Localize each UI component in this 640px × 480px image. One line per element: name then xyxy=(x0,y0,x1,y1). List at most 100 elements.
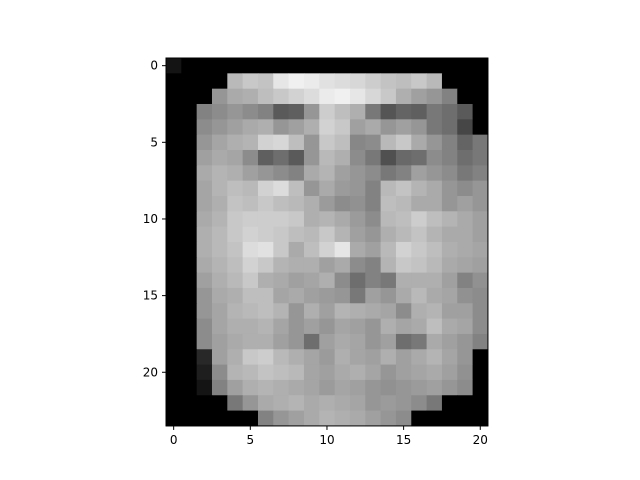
heatmap-cell xyxy=(288,226,305,243)
heatmap-cell xyxy=(334,88,351,105)
heatmap-cell xyxy=(472,318,489,335)
heatmap-cell xyxy=(457,364,473,381)
heatmap-cell xyxy=(411,103,428,120)
heatmap-cell xyxy=(426,103,443,120)
heatmap-cell xyxy=(457,349,473,365)
heatmap-cell xyxy=(472,303,489,320)
heatmap-cell xyxy=(273,303,290,320)
heatmap-cell xyxy=(242,180,259,197)
heatmap-cell xyxy=(365,226,382,243)
heatmap-cell xyxy=(257,211,274,228)
heatmap-cell xyxy=(288,287,305,304)
heatmap-cell xyxy=(257,103,274,120)
heatmap-cell xyxy=(472,180,489,197)
heatmap-cell xyxy=(472,333,489,350)
heatmap-cell xyxy=(273,119,290,136)
heatmap-cell xyxy=(303,318,320,335)
heatmap-cell xyxy=(227,134,244,151)
heatmap-cell xyxy=(395,349,412,365)
heatmap-cell xyxy=(273,395,290,411)
heatmap-cell xyxy=(242,58,259,74)
heatmap-cell xyxy=(303,211,320,228)
heatmap-cell xyxy=(257,165,274,182)
heatmap-cell xyxy=(257,395,274,411)
heatmap-cell xyxy=(411,211,428,228)
heatmap-cell xyxy=(181,103,198,120)
heatmap-cell xyxy=(319,241,336,258)
heatmap-cell xyxy=(303,226,320,243)
heatmap-cell xyxy=(319,379,336,396)
heatmap-cell xyxy=(441,88,458,105)
heatmap-cell xyxy=(457,379,473,396)
y-tick-label: 10 xyxy=(143,212,158,226)
heatmap-cell xyxy=(196,58,213,74)
heatmap-cell xyxy=(288,211,305,228)
heatmap-cell xyxy=(288,134,305,151)
heatmap-cell xyxy=(166,58,182,74)
heatmap-cell xyxy=(395,318,412,335)
heatmap-cell xyxy=(349,88,366,105)
heatmap-cell xyxy=(288,149,305,166)
heatmap-cell xyxy=(380,364,397,381)
heatmap-cell xyxy=(411,333,428,350)
heatmap-cell xyxy=(273,287,290,304)
heatmap-cell xyxy=(334,410,351,427)
heatmap-cell xyxy=(196,364,213,381)
heatmap-cell xyxy=(426,119,443,136)
heatmap-cell xyxy=(472,195,489,212)
heatmap-cell xyxy=(288,119,305,136)
heatmap-cell xyxy=(365,272,382,289)
heatmap-cell xyxy=(457,134,473,151)
heatmap-cell xyxy=(411,349,428,365)
heatmap-cell xyxy=(426,88,443,105)
heatmap-cell xyxy=(426,379,443,396)
heatmap-cell xyxy=(395,241,412,258)
heatmap-cell xyxy=(227,211,244,228)
heatmap-cell xyxy=(257,241,274,258)
heatmap-cell xyxy=(426,364,443,381)
heatmap-cell xyxy=(411,303,428,320)
heatmap-cell xyxy=(166,88,182,105)
heatmap-cell xyxy=(472,226,489,243)
heatmap-cell xyxy=(273,318,290,335)
x-tick-label: 10 xyxy=(319,433,334,447)
heatmap-cell xyxy=(441,241,458,258)
heatmap-cell xyxy=(288,272,305,289)
heatmap-cell xyxy=(472,119,489,136)
heatmap-cell xyxy=(273,349,290,365)
heatmap-cell xyxy=(319,88,336,105)
heatmap-cell xyxy=(349,119,366,136)
heatmap-cell xyxy=(273,103,290,120)
heatmap-cell xyxy=(319,149,336,166)
heatmap-cell xyxy=(472,410,489,427)
heatmap-cell xyxy=(196,165,213,182)
heatmap-cell xyxy=(319,180,336,197)
heatmap-cell xyxy=(349,303,366,320)
heatmap-cell xyxy=(411,241,428,258)
heatmap-cell xyxy=(411,226,428,243)
heatmap-cell xyxy=(288,73,305,90)
heatmap-cell xyxy=(166,349,182,365)
heatmap-cell xyxy=(441,119,458,136)
heatmap-cell xyxy=(365,134,382,151)
heatmap-cell xyxy=(349,211,366,228)
heatmap-cell xyxy=(181,73,198,90)
heatmap-cell xyxy=(273,180,290,197)
heatmap-cell xyxy=(411,165,428,182)
heatmap-cell xyxy=(242,134,259,151)
heatmap-cell xyxy=(411,58,428,74)
heatmap-cell xyxy=(166,134,182,151)
heatmap-cell xyxy=(273,257,290,274)
heatmap-cell xyxy=(441,272,458,289)
heatmap-cell xyxy=(365,349,382,365)
heatmap-cell xyxy=(303,379,320,396)
heatmap-cell xyxy=(288,318,305,335)
heatmap-cell xyxy=(380,333,397,350)
heatmap-cell xyxy=(303,103,320,120)
heatmap-cell xyxy=(166,272,182,289)
heatmap-cell xyxy=(457,241,473,258)
heatmap-cell xyxy=(457,180,473,197)
heatmap-cell xyxy=(426,333,443,350)
heatmap-cell xyxy=(242,333,259,350)
heatmap-cell xyxy=(457,410,473,427)
